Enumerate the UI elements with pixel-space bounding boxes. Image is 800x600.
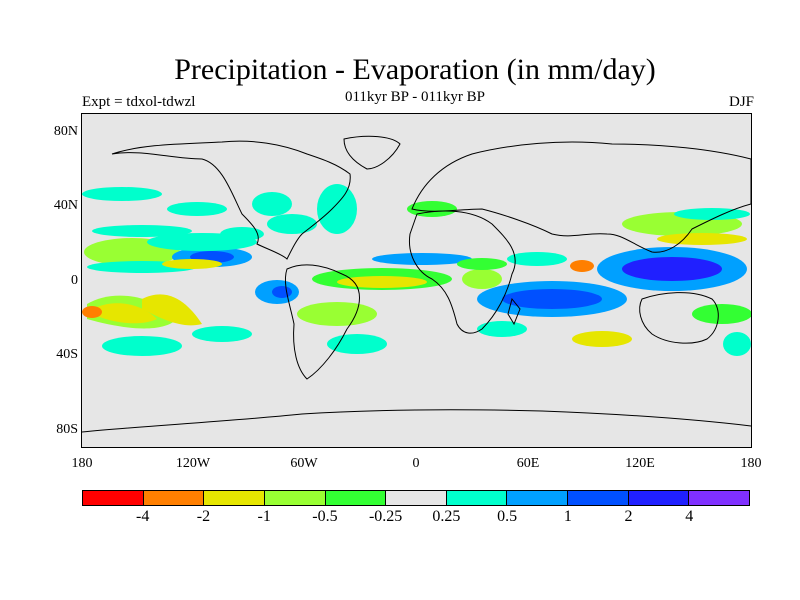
experiment-label: Expt = tdxol-tdwzl (82, 94, 196, 110)
colorbar-swatch (143, 491, 205, 505)
colorbar-label: -1 (257, 508, 271, 525)
lon-tick-180w: 180 (71, 456, 93, 471)
chart-title: Precipitation - Evaporation (in mm/day) (174, 53, 656, 86)
lon-tick-0: 0 (412, 456, 420, 471)
patch (657, 233, 747, 245)
patch (317, 184, 357, 234)
patch (723, 332, 751, 356)
patch (82, 187, 162, 201)
patch (372, 253, 472, 265)
colorbar-label: 0.25 (432, 508, 461, 525)
lat-tick-0: 0 (71, 273, 78, 288)
chart-subtitle: 011kyr BP - 011kyr BP (344, 89, 485, 105)
patch (297, 302, 377, 326)
patch (92, 225, 192, 237)
colorbar-swatch (446, 491, 508, 505)
coastline (507, 297, 521, 326)
lat-tick-80s: 80S (56, 422, 78, 437)
patch (267, 214, 317, 234)
patch (572, 331, 632, 347)
coastline (284, 264, 360, 380)
colorbar-swatch (689, 491, 750, 505)
coastlines (82, 135, 751, 433)
patch (502, 289, 602, 309)
patch (82, 306, 102, 318)
season-label: DJF (728, 94, 754, 110)
colorbar-swatch (568, 491, 629, 505)
colorbar-label: 4 (685, 508, 694, 525)
coastline (639, 292, 719, 344)
coastline (343, 135, 401, 170)
field-map (82, 135, 751, 433)
colorbar-label: 0.5 (497, 508, 518, 525)
colorbar-swatch (83, 491, 144, 505)
patch (167, 202, 227, 216)
patch (272, 286, 292, 298)
patch (570, 260, 594, 272)
patch (252, 192, 292, 216)
colorbar-label: -0.25 (368, 508, 403, 525)
coastline (408, 210, 516, 334)
patch (220, 227, 264, 241)
colorbar-label: -0.5 (312, 508, 338, 525)
patch (507, 252, 567, 266)
patch (457, 258, 507, 270)
lat-tick-80n: 80N (53, 124, 78, 139)
lon-tick-60w: 60W (290, 456, 318, 471)
coastline (82, 409, 751, 433)
colorbar-swatch (507, 491, 569, 505)
lon-tick-60e: 60E (516, 456, 540, 471)
colorbar-swatch (386, 491, 447, 505)
lon-tick-120w: 120W (175, 456, 211, 471)
colorbar-swatch (628, 491, 690, 505)
colorbar (82, 490, 750, 506)
lon-tick-120e: 120E (625, 456, 655, 471)
patch (327, 334, 387, 354)
patch (477, 321, 527, 337)
patch (692, 304, 751, 324)
colorbar-swatch (264, 491, 326, 505)
coastline (111, 140, 351, 260)
patch (142, 294, 202, 326)
colorbar-label: 2 (624, 508, 633, 525)
patch (102, 336, 182, 356)
lat-tick-40n: 40N (53, 198, 78, 213)
colorbar-swatch (204, 491, 265, 505)
patch (674, 208, 750, 220)
colorbar-swatch (325, 491, 387, 505)
patch (337, 276, 427, 288)
patch (407, 201, 457, 217)
patch (462, 269, 502, 289)
colorbar-label: 1 (563, 508, 572, 525)
lat-tick-40s: 40S (56, 347, 78, 362)
lon-tick-180e: 180 (740, 456, 762, 471)
map-panel (81, 113, 752, 448)
coastline (411, 141, 751, 253)
patch (622, 257, 722, 281)
patch (162, 259, 222, 269)
colorbar-label: -4 (136, 508, 150, 525)
patch (192, 326, 252, 342)
patch (97, 303, 157, 324)
colorbar-label: -2 (196, 508, 211, 525)
